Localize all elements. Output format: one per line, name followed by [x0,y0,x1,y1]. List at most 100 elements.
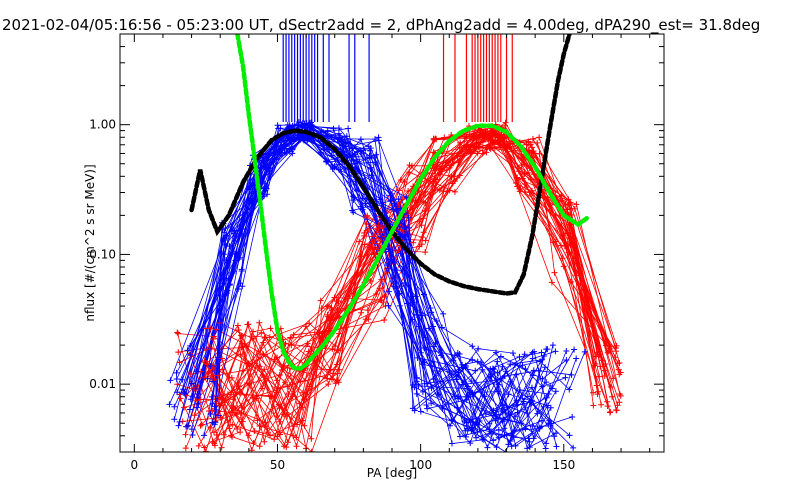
red-trace-marker [276,405,283,412]
red-trace-marker [614,402,621,409]
blue-trace-marker [173,369,180,376]
red-trace-marker [565,249,572,256]
blue-trace-marker [220,269,227,276]
blue-trace-marker [308,119,315,126]
blue-trace-marker [404,231,411,238]
blue-trace-marker [237,280,244,287]
blue-trace-marker [479,366,486,373]
blue-trace-marker [274,122,281,129]
red-trace-marker [218,355,225,362]
blue-trace-marker [335,130,342,137]
red-trace-marker [331,294,338,301]
red-trace-marker [536,150,543,157]
blue-trace-marker [247,195,254,202]
blue-trace-marker [181,389,188,396]
red-trace-marker [324,311,331,318]
red-trace-marker [218,444,225,451]
red-trace-marker [285,391,292,398]
red-trace-marker [548,279,555,286]
blue-trace-marker [428,385,435,392]
red-trace-marker [318,305,325,312]
blue-trace-marker [368,172,375,179]
red-trace-marker [329,314,336,321]
red-trace-marker [361,241,368,248]
blue-trace-marker [336,166,343,173]
blue-trace-marker [357,148,364,155]
red-trace-marker [210,362,217,369]
blue-trace-marker [412,293,419,300]
blue-trace-marker [262,184,269,191]
blue-trace-marker [462,364,469,371]
blue-trace-marker [495,434,502,441]
red-trace-marker [471,133,478,140]
red-trace-marker [326,366,333,373]
red-trace-marker [330,370,337,377]
red-trace-marker [612,344,619,351]
blue-trace-marker [286,148,293,155]
red-trace-marker [596,373,603,380]
data-markers [166,119,624,452]
x-tick-label: 150 [552,458,575,472]
red-trace-marker [365,316,372,323]
red-trace-marker [492,137,499,144]
blue-trace-marker [508,430,515,437]
red-trace-marker [559,235,566,242]
axes: 0 50 100 150 0.01 0.10 1.00 [89,33,664,472]
blue-trace-marker [197,379,204,386]
blue-trace-marker [423,380,430,387]
blue-trace-marker [413,390,420,397]
blue-trace-marker [541,353,548,360]
red-trace-marker [283,444,290,451]
red-trace-marker [610,375,617,382]
red-trace-marker [408,162,415,169]
blue-trace-marker [526,444,533,451]
red-trace-marker [238,332,245,339]
red-trace-marker [512,179,519,186]
red-trace-marker [497,141,504,148]
blue-trace-marker [430,323,437,330]
red-trace-marker [514,175,521,182]
red-trace-marker [287,334,294,341]
blue-trace-marker [231,237,238,244]
blue-trace-marker [353,158,360,165]
blue-trace-marker [499,408,506,415]
red-trace-marker [518,162,525,169]
red-trace-marker [570,255,577,262]
red-trace-marker [550,239,557,246]
blue-trace-marker [343,133,350,140]
blue-trace-marker [226,281,233,288]
blue-trace-marker [339,136,346,143]
red-trace-marker [476,144,483,151]
red-trace-marker [364,212,371,219]
blue-trace-marker [457,433,464,440]
blue-trace-marker [187,396,194,403]
blue-trace-marker [404,300,411,307]
red-trace-marker [397,176,404,183]
red-trace-marker [455,159,462,166]
blue-trace-marker [369,206,376,213]
blue-trace-marker [419,312,426,319]
red-trace-marker [590,389,597,396]
blue-trace-marker [187,351,194,358]
red-trace-marker [300,389,307,396]
red-trace-marker [463,134,470,141]
blue-trace-marker [401,279,408,286]
blue-trace-marker [573,355,580,362]
blue-trace-marker [207,411,214,418]
red-trace-marker [210,336,217,343]
red-trace-marker [608,343,615,350]
blue-trace-marker [189,431,196,438]
red-trace-marker [290,331,297,338]
blue-trace-marker [438,352,445,359]
blue-trace-marker [513,397,520,404]
blue-trace-marker [264,191,271,198]
red-trace-marker [400,227,407,234]
red-trace-marker [561,243,568,250]
blue-trace-marker [453,376,460,383]
blue-trace-marker [507,437,514,444]
blue-trace-marker [284,124,291,131]
red-trace-marker [238,344,245,351]
blue-trace-marker [424,405,431,412]
blue-trace-marker [547,382,554,389]
red-trace-marker [381,293,388,300]
